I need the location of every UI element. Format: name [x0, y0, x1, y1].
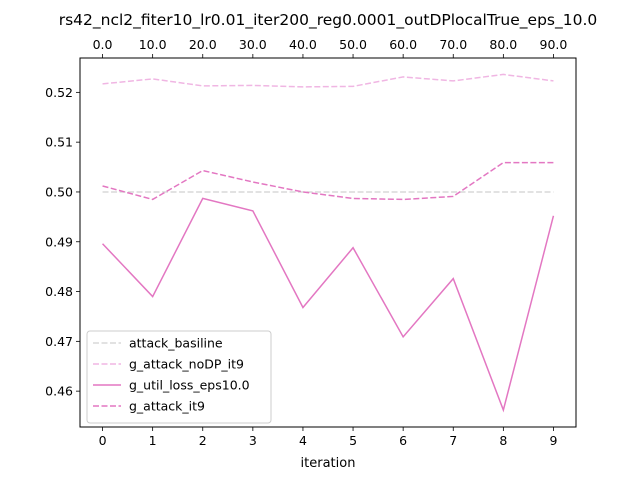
legend-box — [86, 330, 272, 424]
y-tick-label: 0.47 — [45, 334, 73, 349]
y-tick-label: 0.52 — [45, 85, 73, 100]
series-line-1 — [102, 73, 554, 88]
series-line-2 — [102, 197, 555, 413]
top-x-tick-label: 60.0 — [389, 37, 417, 52]
x-axis: 0 1 2 3 4 5 6 7 8 9 — [99, 427, 557, 448]
x-tick-label: 9 — [549, 433, 557, 448]
x-tick-label: 0 — [99, 433, 107, 448]
top-x-tick-label: 80.0 — [489, 37, 517, 52]
chart-title: rs42_ncl2_fiter10_lr0.01_iter200_reg0.00… — [59, 11, 598, 30]
top-x-tick-label: 20.0 — [189, 37, 217, 52]
top-x-tick-label: 70.0 — [439, 37, 467, 52]
y-tick-label: 0.51 — [45, 135, 73, 150]
legend: attack_basiline g_attack_noDP_it9 g_util_l… — [86, 330, 272, 424]
series-line-3 — [102, 161, 554, 201]
top-x-tick-label: 90.0 — [540, 37, 568, 52]
x-tick-label: 3 — [249, 433, 257, 448]
legend-label: attack_basiline — [129, 336, 223, 351]
x-tick-label: 2 — [199, 433, 207, 448]
top-x-axis: 0.0 10.0 20.0 30.0 40.0 50.0 60.0 70.0 80.0 90.0 — [93, 37, 568, 58]
top-x-tick-label: 40.0 — [289, 37, 317, 52]
legend-label: g_attack_noDP_it9 — [129, 357, 244, 372]
x-tick-label: 5 — [349, 433, 357, 448]
y-tick-label: 0.49 — [45, 234, 73, 249]
y-tick-label: 0.48 — [45, 284, 73, 299]
x-tick-label: 4 — [299, 433, 307, 448]
x-axis-label: iteration — [301, 456, 356, 471]
top-x-tick-label: 10.0 — [139, 37, 167, 52]
top-x-tick-label: 50.0 — [339, 37, 367, 52]
x-tick-label: 8 — [499, 433, 507, 448]
top-x-tick-label: 30.0 — [239, 37, 267, 52]
x-tick-label: 7 — [449, 433, 457, 448]
plot-frame — [79, 57, 577, 428]
legend-label: g_util_loss_eps10.0 — [129, 378, 250, 393]
x-tick-label: 6 — [399, 433, 407, 448]
y-tick-label: 0.46 — [45, 384, 73, 399]
x-tick-label: 1 — [149, 433, 157, 448]
plot-lines — [102, 73, 555, 413]
top-x-tick-label: 0.0 — [93, 37, 113, 52]
legend-label: g_attack_it9 — [129, 399, 205, 414]
y-axis: 0.46 0.47 0.48 0.49 0.50 0.51 0.52 — [45, 85, 80, 399]
y-tick-label: 0.50 — [45, 184, 73, 199]
